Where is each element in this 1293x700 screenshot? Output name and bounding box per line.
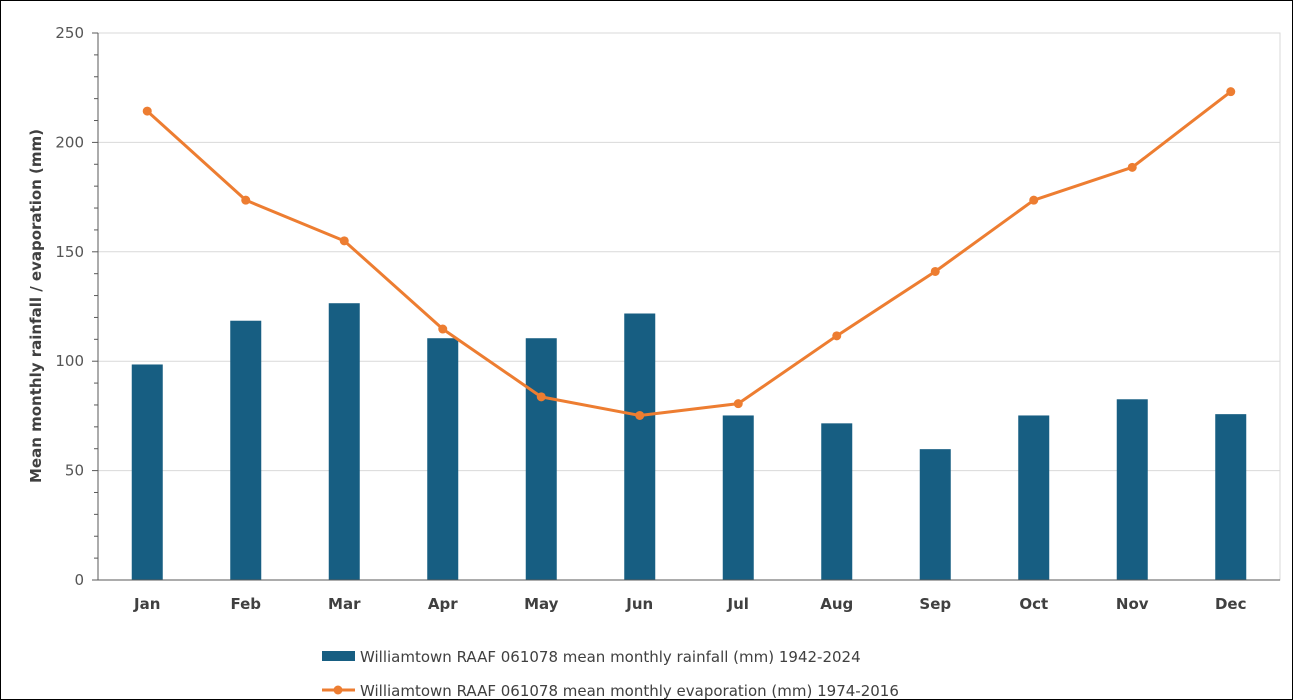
y-tick-label: 200 — [55, 133, 84, 151]
legend-rainfall-label: Williamtown RAAF 061078 mean monthly rai… — [360, 648, 861, 666]
rainfall-bar-jun — [624, 313, 656, 580]
evaporation-point-mar — [339, 236, 349, 246]
y-axis-title: Mean monthly rainfall / evaporation (mm) — [27, 129, 45, 483]
gridlines — [97, 32, 1281, 581]
legend: Williamtown RAAF 061078 mean monthly rai… — [322, 648, 899, 700]
x-label-jun: Jun — [625, 595, 653, 613]
axes — [92, 32, 1280, 581]
x-label-mar: Mar — [328, 595, 361, 613]
rainfall-bar-jan — [131, 364, 163, 580]
evaporation-point-jul — [733, 399, 743, 409]
rainfall-bar-mar — [328, 303, 360, 580]
x-label-feb: Feb — [230, 595, 261, 613]
x-label-jul: Jul — [727, 595, 749, 613]
evaporation-point-jun — [635, 410, 645, 420]
x-label-apr: Apr — [428, 595, 458, 613]
rainfall-bar-dec — [1215, 414, 1247, 580]
legend-evaporation-marker — [333, 685, 343, 695]
rainfall-bar-sep — [919, 449, 951, 580]
evaporation-point-feb — [241, 195, 251, 205]
y-tick-label: 100 — [55, 352, 84, 370]
evaporation-point-sep — [930, 266, 940, 276]
evaporation-point-oct — [1029, 195, 1039, 205]
y-tick-label: 150 — [55, 243, 84, 261]
y-tick-label: 50 — [65, 462, 84, 480]
rainfall-bar-aug — [821, 423, 853, 580]
plot-area — [97, 32, 1281, 581]
evaporation-line — [142, 87, 1236, 420]
rainfall-bar-oct — [1018, 415, 1050, 580]
rainfall-bar-nov — [1116, 399, 1148, 580]
evaporation-point-jan — [142, 106, 152, 116]
evaporation-point-apr — [438, 324, 448, 334]
evaporation-point-dec — [1226, 87, 1236, 97]
rainfall-bars — [131, 303, 1247, 580]
x-category-labels: Jan Feb Mar Apr May Jun Jul Aug Sep Oct Nov Dec — [133, 595, 1246, 613]
rainfall-bar-feb — [230, 320, 262, 580]
y-tick-label: 250 — [55, 24, 84, 42]
y-tick-label: 0 — [74, 571, 84, 589]
x-label-oct: Oct — [1019, 595, 1048, 613]
rainfall-bar-may — [525, 338, 557, 580]
x-label-dec: Dec — [1215, 595, 1247, 613]
x-label-jan: Jan — [133, 595, 160, 613]
evaporation-point-may — [536, 392, 546, 402]
x-label-aug: Aug — [820, 595, 853, 613]
y-tick-labels: 0 50 100 150 200 250 — [55, 24, 84, 589]
evaporation-point-aug — [832, 331, 842, 341]
x-label-may: May — [524, 595, 559, 613]
x-label-nov: Nov — [1116, 595, 1149, 613]
x-label-sep: Sep — [919, 595, 951, 613]
rainfall-bar-apr — [427, 338, 459, 580]
rainfall-bar-jul — [722, 415, 754, 580]
evaporation-point-nov — [1127, 162, 1137, 172]
legend-evaporation-label: Williamtown RAAF 061078 mean monthly eva… — [360, 682, 899, 700]
evaporation-polyline — [146, 90, 1232, 417]
legend-rainfall-swatch — [322, 651, 355, 661]
